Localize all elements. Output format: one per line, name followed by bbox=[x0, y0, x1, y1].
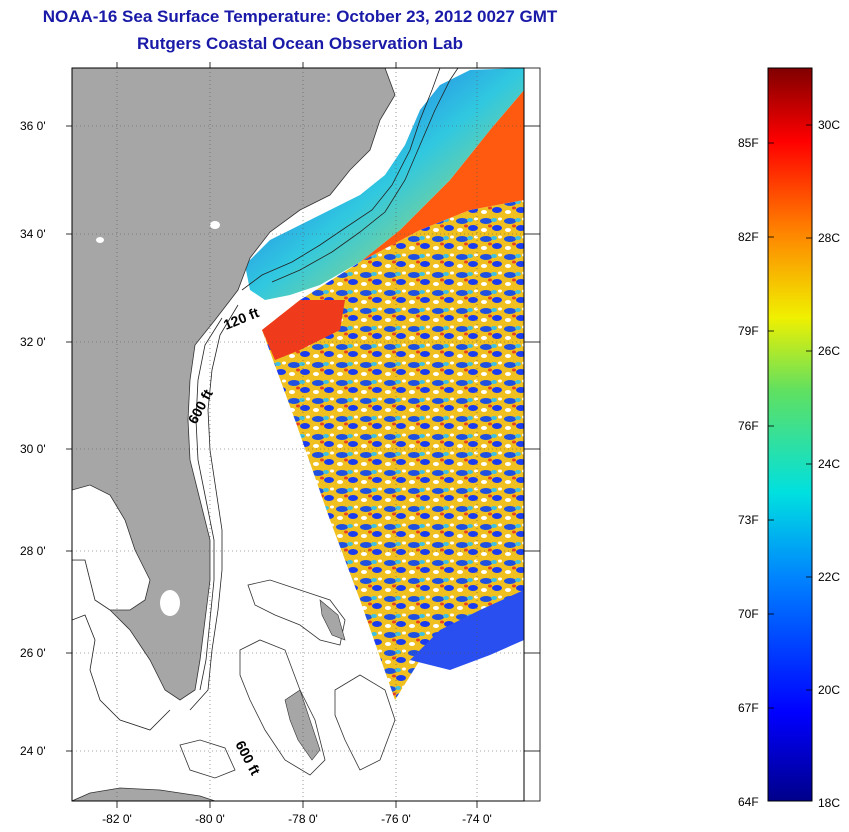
bathymetry-contour-600ft bbox=[271, 68, 459, 283]
latitude-label: 28 0' bbox=[20, 544, 46, 558]
colorbar-f-label: 70F bbox=[738, 607, 759, 621]
colorbar-c-label: 22C bbox=[818, 570, 841, 584]
coastal-cool-water bbox=[245, 68, 524, 300]
colorbar-c-label: 20C bbox=[818, 683, 841, 697]
bahamas-outline bbox=[334, 674, 396, 771]
bahamas-outline bbox=[247, 579, 346, 646]
latitude-label: 36 0' bbox=[20, 119, 46, 133]
colorbar bbox=[767, 67, 813, 802]
bathymetry-contour-120ft bbox=[241, 68, 441, 291]
land-southeast-us bbox=[72, 68, 396, 701]
bathymetry-contour-gulf bbox=[72, 614, 171, 731]
gulf-stream-warm-band bbox=[360, 90, 524, 262]
colorbar-f-label: 67F bbox=[738, 701, 759, 715]
colorbar-f-label: 85F bbox=[738, 136, 759, 150]
longitude-label: -78 0' bbox=[288, 812, 318, 826]
lake bbox=[210, 221, 220, 229]
longitude-label: -80 0' bbox=[195, 812, 225, 826]
map-title: NOAA-16 Sea Surface Temperature: October… bbox=[42, 7, 558, 26]
bathymetry-contour-600ft bbox=[189, 304, 239, 711]
colorbar-f-label: 76F bbox=[738, 419, 759, 433]
colorbar-c-label: 30C bbox=[818, 118, 841, 132]
latitude-label: 24 0' bbox=[20, 744, 46, 758]
lake-okeechobee bbox=[160, 590, 180, 616]
warm-patch bbox=[262, 300, 345, 360]
bahamas-outline bbox=[179, 739, 236, 779]
longitude-label: -74 0' bbox=[462, 812, 492, 826]
southern-cool-patch bbox=[410, 590, 524, 670]
colorbar-ticks bbox=[768, 124, 812, 709]
land-cuba bbox=[72, 787, 216, 801]
latitude-grid bbox=[72, 125, 524, 752]
colorbar-c-label: 28C bbox=[818, 231, 841, 245]
latitude-label: 26 0' bbox=[20, 646, 46, 660]
colorbar-f-label: 79F bbox=[738, 324, 759, 338]
longitude-label: -76 0' bbox=[381, 812, 411, 826]
colorbar-c-label: 24C bbox=[818, 457, 841, 471]
colorbar-c-label: 18C bbox=[818, 796, 841, 810]
outer-frame bbox=[71, 67, 541, 802]
latitude-label: 30 0' bbox=[20, 442, 46, 456]
axis-ticks bbox=[66, 62, 540, 808]
colorbar-f-label: 82F bbox=[738, 230, 759, 244]
latitude-label: 34 0' bbox=[20, 227, 46, 241]
land-bahamas bbox=[284, 689, 321, 761]
colorbar-c-label: 26C bbox=[818, 344, 841, 358]
longitude-label: -82 0' bbox=[102, 812, 132, 826]
bahamas-outline bbox=[239, 639, 326, 776]
gulf-of-mexico bbox=[72, 484, 151, 611]
map-subtitle: Rutgers Coastal Ocean Observation Lab bbox=[137, 34, 463, 53]
latitude-label: 32 0' bbox=[20, 335, 46, 349]
colorbar-f-label: 73F bbox=[738, 513, 759, 527]
bathymetry-contour-120ft bbox=[195, 317, 223, 691]
colorbar-f-label: 64F bbox=[738, 795, 759, 809]
land-bahamas bbox=[319, 599, 346, 641]
lake bbox=[96, 237, 104, 243]
